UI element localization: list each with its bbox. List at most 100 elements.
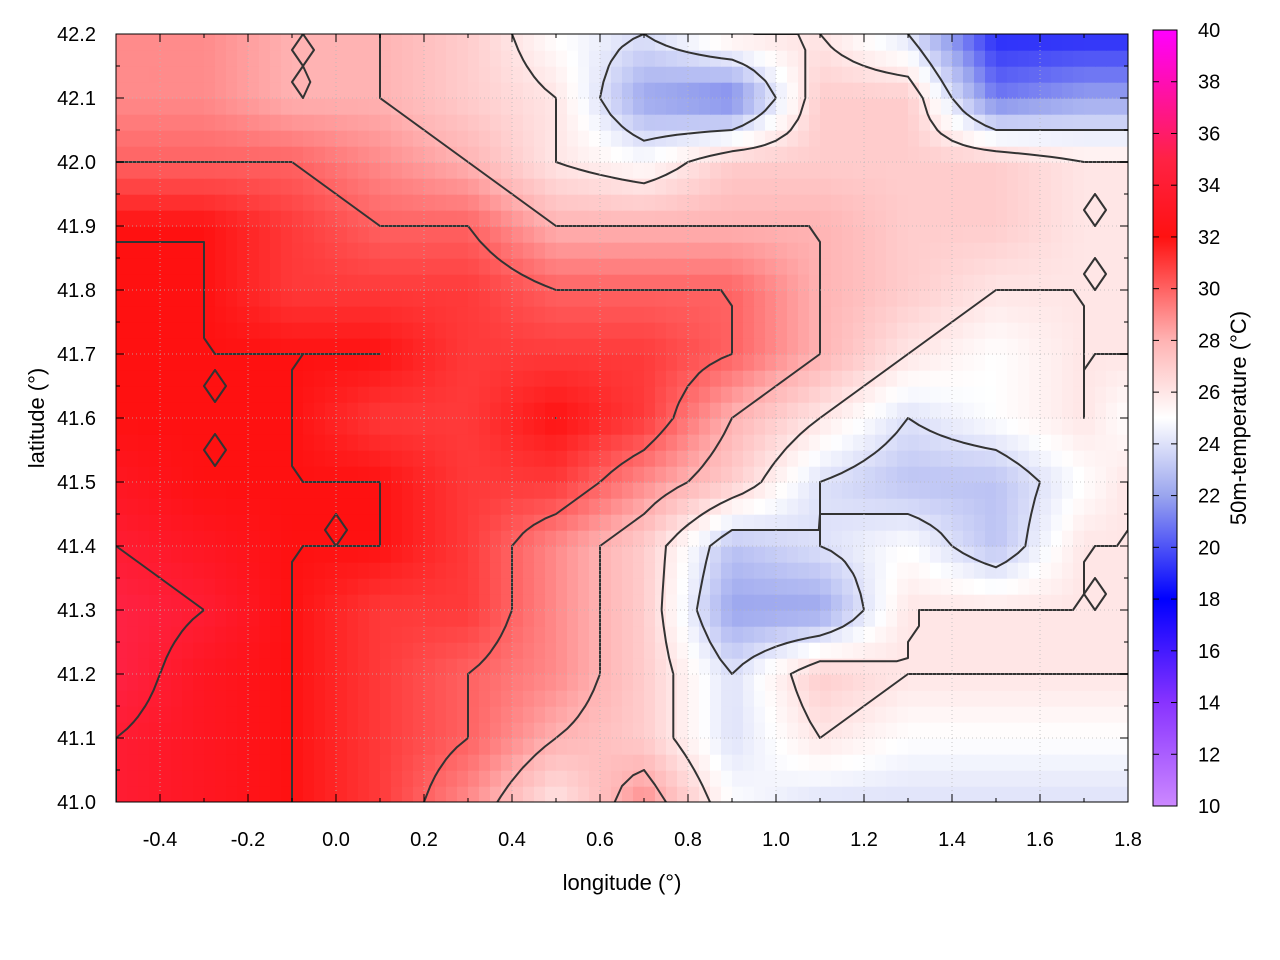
heatmap-cell xyxy=(853,770,865,787)
heatmap-cell xyxy=(765,34,777,51)
heatmap-cell xyxy=(138,370,150,387)
heatmap-cell xyxy=(314,66,326,83)
heatmap-cell xyxy=(765,130,777,147)
heatmap-cell xyxy=(1018,66,1030,83)
heatmap-cell xyxy=(226,594,238,611)
heatmap-cell xyxy=(424,674,436,691)
heatmap-cell xyxy=(1040,210,1052,227)
heatmap-cell xyxy=(171,546,183,563)
heatmap-cell xyxy=(853,626,865,643)
heatmap-cell xyxy=(765,178,777,195)
heatmap-cell xyxy=(875,306,887,323)
x-tick-label: 1.8 xyxy=(1114,829,1142,851)
heatmap-cell xyxy=(1095,530,1107,547)
heatmap-cell xyxy=(831,498,843,515)
heatmap-cell xyxy=(611,722,623,739)
heatmap-cell xyxy=(336,738,348,755)
heatmap-cell xyxy=(237,274,249,291)
heatmap-cell xyxy=(930,98,942,115)
heatmap-cell xyxy=(963,354,975,371)
heatmap-cell xyxy=(567,498,579,515)
heatmap-cell xyxy=(1106,418,1118,435)
heatmap-cell xyxy=(644,674,656,691)
heatmap-cell xyxy=(435,258,447,275)
heatmap-cell xyxy=(974,402,986,419)
heatmap-cell xyxy=(347,578,359,595)
heatmap-cell xyxy=(556,466,568,483)
heatmap-cell xyxy=(699,610,711,627)
heatmap-cell xyxy=(446,418,458,435)
heatmap-cell xyxy=(578,578,590,595)
heatmap-cell xyxy=(908,162,920,179)
heatmap-cell xyxy=(314,450,326,467)
heatmap-cell xyxy=(270,450,282,467)
heatmap-cell xyxy=(1062,178,1074,195)
heatmap-cell xyxy=(556,402,568,419)
heatmap-cell xyxy=(622,658,634,675)
heatmap-cell xyxy=(974,178,986,195)
heatmap-cell xyxy=(578,418,590,435)
heatmap-cell xyxy=(886,658,898,675)
heatmap-cell xyxy=(699,546,711,563)
colorbar-tick-label: 30 xyxy=(1198,279,1220,301)
heatmap-cell xyxy=(1051,306,1063,323)
heatmap-cell xyxy=(446,578,458,595)
heatmap-cell xyxy=(941,466,953,483)
heatmap-cell xyxy=(292,386,304,403)
heatmap-cell xyxy=(545,242,557,259)
heatmap-cell xyxy=(644,434,656,451)
heatmap-cell xyxy=(534,722,546,739)
heatmap-cell xyxy=(248,34,260,51)
heatmap-cell xyxy=(358,370,370,387)
x-tick-label: 0.4 xyxy=(498,829,526,851)
heatmap-cell xyxy=(259,178,271,195)
heatmap-cell xyxy=(281,434,293,451)
heatmap-cell xyxy=(622,242,634,259)
heatmap-cell xyxy=(237,754,249,771)
heatmap-cell xyxy=(974,530,986,547)
heatmap-cell xyxy=(578,306,590,323)
heatmap-cell xyxy=(325,274,337,291)
heatmap-cell xyxy=(358,130,370,147)
heatmap-cell xyxy=(721,258,733,275)
heatmap-cell xyxy=(710,210,722,227)
heatmap-cell xyxy=(402,434,414,451)
heatmap-cell xyxy=(402,370,414,387)
heatmap-cell xyxy=(501,738,513,755)
heatmap-cell xyxy=(501,290,513,307)
heatmap-cell xyxy=(754,498,766,515)
y-tick-label: 41.6 xyxy=(57,408,96,430)
heatmap-cell xyxy=(765,146,777,163)
heatmap-cell xyxy=(424,738,436,755)
heatmap-cell xyxy=(402,130,414,147)
heatmap-cell xyxy=(985,34,997,51)
heatmap-cell xyxy=(963,642,975,659)
heatmap-cell xyxy=(556,274,568,291)
heatmap-cell xyxy=(930,34,942,51)
heatmap-cell xyxy=(600,354,612,371)
heatmap-cell xyxy=(1084,626,1096,643)
heatmap-cell xyxy=(468,626,480,643)
heatmap-cell xyxy=(512,82,524,99)
heatmap-cell xyxy=(985,482,997,499)
heatmap-cell xyxy=(248,210,260,227)
heatmap-cell xyxy=(798,626,810,643)
heatmap-cell xyxy=(204,274,216,291)
heatmap-cell xyxy=(314,130,326,147)
heatmap-cell xyxy=(754,754,766,771)
heatmap-cell xyxy=(1029,770,1041,787)
heatmap-cell xyxy=(633,482,645,499)
heatmap-cell xyxy=(1007,98,1019,115)
heatmap-cell xyxy=(644,754,656,771)
heatmap-cell xyxy=(138,690,150,707)
heatmap-cell xyxy=(842,242,854,259)
heatmap-cell xyxy=(270,130,282,147)
heatmap-cell xyxy=(1029,754,1041,771)
heatmap-cell xyxy=(1062,738,1074,755)
heatmap-cell xyxy=(534,354,546,371)
heatmap-cell xyxy=(1007,146,1019,163)
heatmap-cell xyxy=(677,274,689,291)
heatmap-cell xyxy=(490,226,502,243)
heatmap-cell xyxy=(765,482,777,499)
heatmap-cell xyxy=(435,770,447,787)
